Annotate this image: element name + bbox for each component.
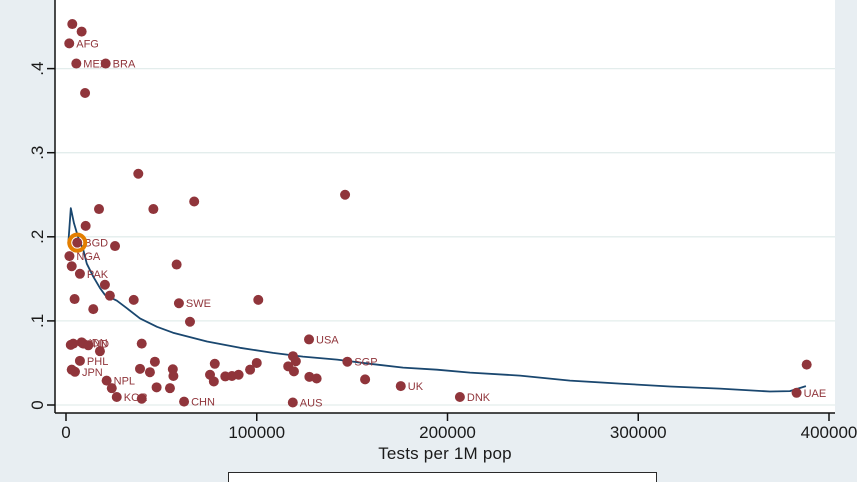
data-point [99,279,110,290]
point-label: NGA [76,251,101,263]
data-point [342,356,353,367]
data-point [136,338,147,349]
data-point [168,370,179,381]
data-point [208,376,219,387]
data-point [68,338,79,349]
plot-area [55,0,835,413]
y-tick-label: 0 [28,400,47,409]
data-point [149,356,160,367]
data-point [144,367,155,378]
data-point [173,298,184,309]
data-point [184,316,195,327]
data-point [66,261,77,272]
point-label: BRA [113,59,136,71]
data-point [133,168,144,179]
fit-curve [67,207,807,393]
data-point [287,397,298,408]
y-tick-label: .2 [28,230,47,244]
data-point [100,58,111,69]
x-axis-title: Tests per 1M pop [378,444,512,463]
data-point [71,58,82,69]
data-point [209,358,220,369]
data-point [340,189,351,200]
x-tick-label: 300000 [610,423,667,442]
data-point [64,251,75,262]
data-point [69,294,80,305]
point-label: IDN [89,337,108,349]
point-label: JPN [82,367,103,379]
data-point [189,196,200,207]
data-point [148,204,159,215]
data-point [311,373,322,384]
x-tick-label: 200000 [419,423,476,442]
data-point [801,359,812,370]
data-point [69,366,80,377]
point-label: UAE [804,388,827,400]
data-point [135,363,146,374]
data-point [128,294,139,305]
data-point [74,355,85,366]
point-label: DNK [467,392,491,404]
data-point [101,375,112,386]
data-point [93,204,104,215]
data-point [94,346,105,357]
data-point [454,392,465,403]
point-label: AFG [76,38,99,50]
data-point [136,393,147,404]
data-point [88,304,99,315]
data-point [251,357,262,368]
data-point [164,383,175,394]
data-point [245,364,256,375]
data-point [104,290,115,301]
point-label: SWE [186,298,211,310]
point-label: NPL [114,376,135,388]
legend-box [228,472,657,482]
point-label: SGP [354,357,377,369]
data-point [360,374,371,385]
data-point [106,383,117,394]
data-point [67,19,78,30]
highlight-ring [67,232,88,253]
point-label: PAK [87,269,109,281]
point-label: IND [90,339,109,351]
data-point [110,241,121,252]
point-label: USA [316,334,339,346]
data-point [80,220,91,231]
data-point [179,396,190,407]
y-tick-label: .3 [28,146,47,160]
point-label: AUS [300,397,323,409]
data-point [233,369,244,380]
data-point [171,259,182,270]
y-tick-label: .1 [28,314,47,328]
x-tick-label: 0 [61,423,70,442]
data-point [72,237,83,248]
data-point [791,387,802,398]
point-label: PHL [87,356,108,368]
point-label: BGD [84,238,108,250]
data-point [151,382,162,393]
data-point [64,38,75,49]
data-point [83,340,94,351]
data-point [80,87,91,98]
data-point [253,294,264,305]
point-label: CHN [191,397,215,409]
data-point [395,381,406,392]
y-tick-label: .4 [28,62,47,76]
data-point [76,26,87,37]
data-point [288,366,299,377]
data-point [304,334,315,345]
data-point [74,268,85,279]
point-label: UK [408,381,424,393]
x-tick-label: 400000 [801,423,857,442]
data-point [111,392,122,403]
x-tick-label: 100000 [228,423,285,442]
data-point [290,356,301,367]
